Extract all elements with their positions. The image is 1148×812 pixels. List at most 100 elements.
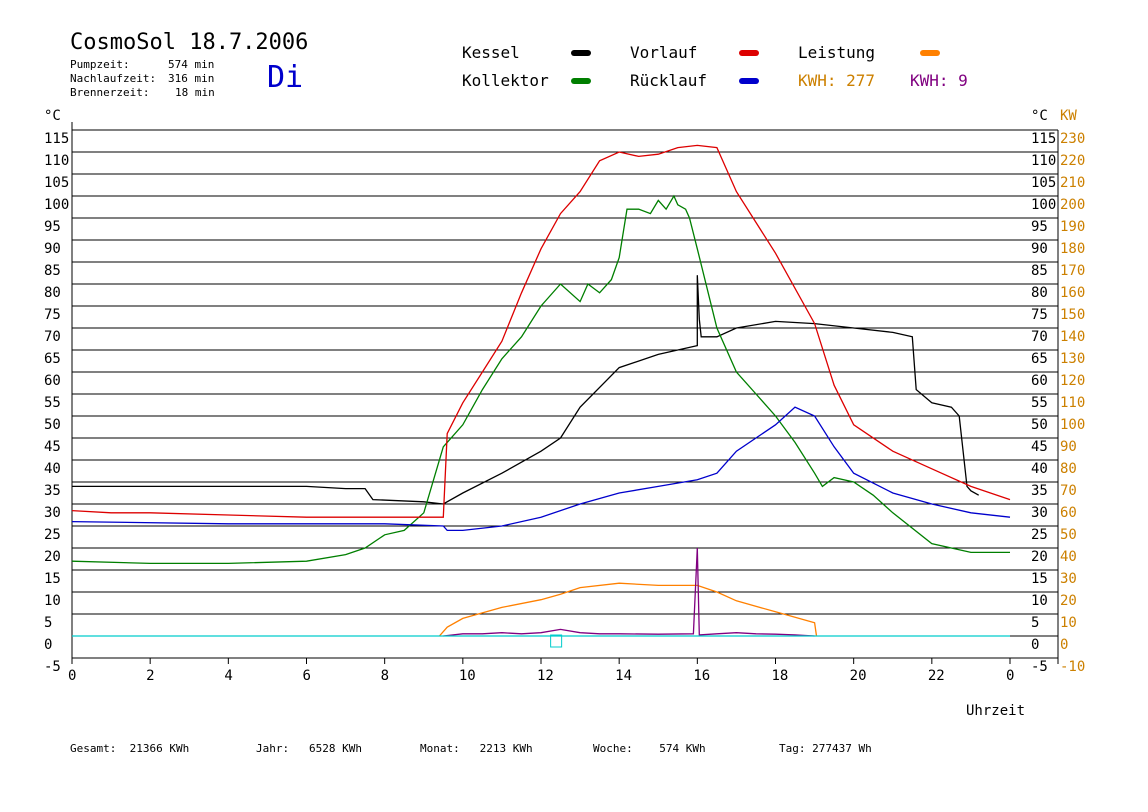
y-tick-right-100: 100 bbox=[1031, 197, 1056, 213]
y-tick-left-85: 85 bbox=[44, 263, 61, 279]
kw-tick-60: 60 bbox=[1060, 505, 1077, 521]
series-line-2 bbox=[71, 144, 1011, 518]
baseline-marker bbox=[550, 634, 563, 648]
series-line-5 bbox=[443, 547, 815, 637]
legend-kwh-orange: KWH: 277 bbox=[798, 71, 876, 90]
kw-tick-220: 220 bbox=[1060, 153, 1085, 169]
y-tick-right-35: 35 bbox=[1031, 483, 1048, 499]
y-tick-left-80: 80 bbox=[44, 285, 61, 301]
y-tick-right-5: 5 bbox=[1031, 615, 1039, 631]
x-tick-label-6: 12 bbox=[537, 668, 554, 684]
weekday-label: Di bbox=[267, 60, 304, 95]
brennerzeit-label: Brennerzeit: bbox=[70, 86, 150, 99]
y-tick-left-65: 65 bbox=[44, 351, 61, 367]
legend-leistung-swatch bbox=[920, 50, 940, 56]
y-tick-left-35: 35 bbox=[44, 483, 61, 499]
y-tick-left-25: 25 bbox=[44, 527, 61, 543]
kw-tick-200: 200 bbox=[1060, 197, 1085, 213]
nachlaufzeit-value: 316 min bbox=[168, 72, 215, 85]
y-tick-right-30: 30 bbox=[1031, 505, 1048, 521]
footer-monat: Monat: 2213 KWh bbox=[420, 742, 533, 755]
x-tick-label-5: 10 bbox=[459, 668, 476, 684]
y-tick-right-95: 95 bbox=[1031, 219, 1048, 235]
kw-tick-210: 210 bbox=[1060, 175, 1085, 191]
y-tick-right-45: 45 bbox=[1031, 439, 1048, 455]
legend-vorlauf-swatch bbox=[739, 50, 759, 56]
y-tick-right-85: 85 bbox=[1031, 263, 1048, 279]
y-tick-left-50: 50 bbox=[44, 417, 61, 433]
kw-tick-90: 90 bbox=[1060, 439, 1077, 455]
x-tick-label-7: 14 bbox=[615, 668, 632, 684]
legend-kollektor: Kollektor bbox=[462, 71, 549, 90]
y-tick-left-70: 70 bbox=[44, 329, 61, 345]
y-tick-right-20: 20 bbox=[1031, 549, 1048, 565]
kw-tick-150: 150 bbox=[1060, 307, 1085, 323]
x-tick-label-9: 18 bbox=[772, 668, 789, 684]
x-tick-label-0: 0 bbox=[68, 668, 76, 684]
legend-kwh-purple: KWH: 9 bbox=[910, 71, 968, 90]
kw-tick--10: -10 bbox=[1060, 659, 1085, 675]
series-line-3 bbox=[71, 406, 1011, 532]
y-tick-left-60: 60 bbox=[44, 373, 61, 389]
y-tick-right-55: 55 bbox=[1031, 395, 1048, 411]
y-tick-right-15: 15 bbox=[1031, 571, 1048, 587]
y-tick-right-105: 105 bbox=[1031, 175, 1056, 191]
kw-tick-130: 130 bbox=[1060, 351, 1085, 367]
nachlaufzeit-label: Nachlaufzeit: bbox=[70, 72, 157, 85]
y-tick-right-10: 10 bbox=[1031, 593, 1048, 609]
y-tick-left-20: 20 bbox=[44, 549, 61, 565]
x-tick-label-2: 4 bbox=[224, 668, 232, 684]
y-tick-left-0: 0 bbox=[44, 637, 52, 653]
footer-jahr: Jahr: 6528 KWh bbox=[256, 742, 362, 755]
y-tick-left-30: 30 bbox=[44, 505, 61, 521]
y-tick-left-110: 110 bbox=[44, 153, 69, 169]
y-tick-right-80: 80 bbox=[1031, 285, 1048, 301]
y-tick-left-45: 45 bbox=[44, 439, 61, 455]
y-tick-right-65: 65 bbox=[1031, 351, 1048, 367]
kw-tick-50: 50 bbox=[1060, 527, 1077, 543]
y-tick-right-75: 75 bbox=[1031, 307, 1048, 323]
kw-tick-140: 140 bbox=[1060, 329, 1085, 345]
footer-woche: Woche: 574 KWh bbox=[593, 742, 706, 755]
chart-title: CosmoSol 18.7.2006 bbox=[70, 30, 309, 55]
legend-kollektor-swatch bbox=[571, 78, 591, 84]
x-tick-label-8: 16 bbox=[693, 668, 710, 684]
kw-tick-10: 10 bbox=[1060, 615, 1077, 631]
series-line-0 bbox=[72, 275, 980, 505]
y-tick-left-55: 55 bbox=[44, 395, 61, 411]
legend-kessel: Kessel bbox=[462, 43, 520, 62]
kw-tick-20: 20 bbox=[1060, 593, 1077, 609]
y-tick-right-90: 90 bbox=[1031, 241, 1048, 257]
y-tick-left-5: 5 bbox=[44, 615, 52, 631]
y-tick-left-90: 90 bbox=[44, 241, 61, 257]
series-line-4 bbox=[438, 582, 818, 637]
y-tick-left-15: 15 bbox=[44, 571, 61, 587]
y-tick-right-70: 70 bbox=[1031, 329, 1048, 345]
x-tick-label-10: 20 bbox=[850, 668, 867, 684]
y-tick-left-40: 40 bbox=[44, 461, 61, 477]
kw-axis-unit: KW bbox=[1060, 108, 1077, 124]
y-tick-left-105: 105 bbox=[44, 175, 69, 191]
y-tick-right--5: -5 bbox=[1031, 659, 1048, 675]
pumpzeit-label: Pumpzeit: bbox=[70, 58, 130, 71]
y-tick-left-95: 95 bbox=[44, 219, 61, 235]
kw-tick-170: 170 bbox=[1060, 263, 1085, 279]
x-tick-label-1: 2 bbox=[146, 668, 154, 684]
y-tick-right-115: 115 bbox=[1031, 131, 1056, 147]
footer-gesamt: Gesamt: 21366 KWh bbox=[70, 742, 190, 755]
y-axis-unit-left: °C bbox=[44, 108, 61, 124]
legend-ruecklauf-swatch bbox=[739, 78, 759, 84]
legend-kessel-swatch bbox=[571, 50, 591, 56]
y-tick-right-40: 40 bbox=[1031, 461, 1048, 477]
kw-tick-80: 80 bbox=[1060, 461, 1077, 477]
kw-tick-230: 230 bbox=[1060, 131, 1085, 147]
y-tick-right-0: 0 bbox=[1031, 637, 1039, 653]
y-tick-left-75: 75 bbox=[44, 307, 61, 323]
y-tick-left-10: 10 bbox=[44, 593, 61, 609]
y-tick-left-100: 100 bbox=[44, 197, 69, 213]
y-tick-left-115: 115 bbox=[44, 131, 69, 147]
kw-tick-40: 40 bbox=[1060, 549, 1077, 565]
y-tick-right-110: 110 bbox=[1031, 153, 1056, 169]
kw-tick-70: 70 bbox=[1060, 483, 1077, 499]
